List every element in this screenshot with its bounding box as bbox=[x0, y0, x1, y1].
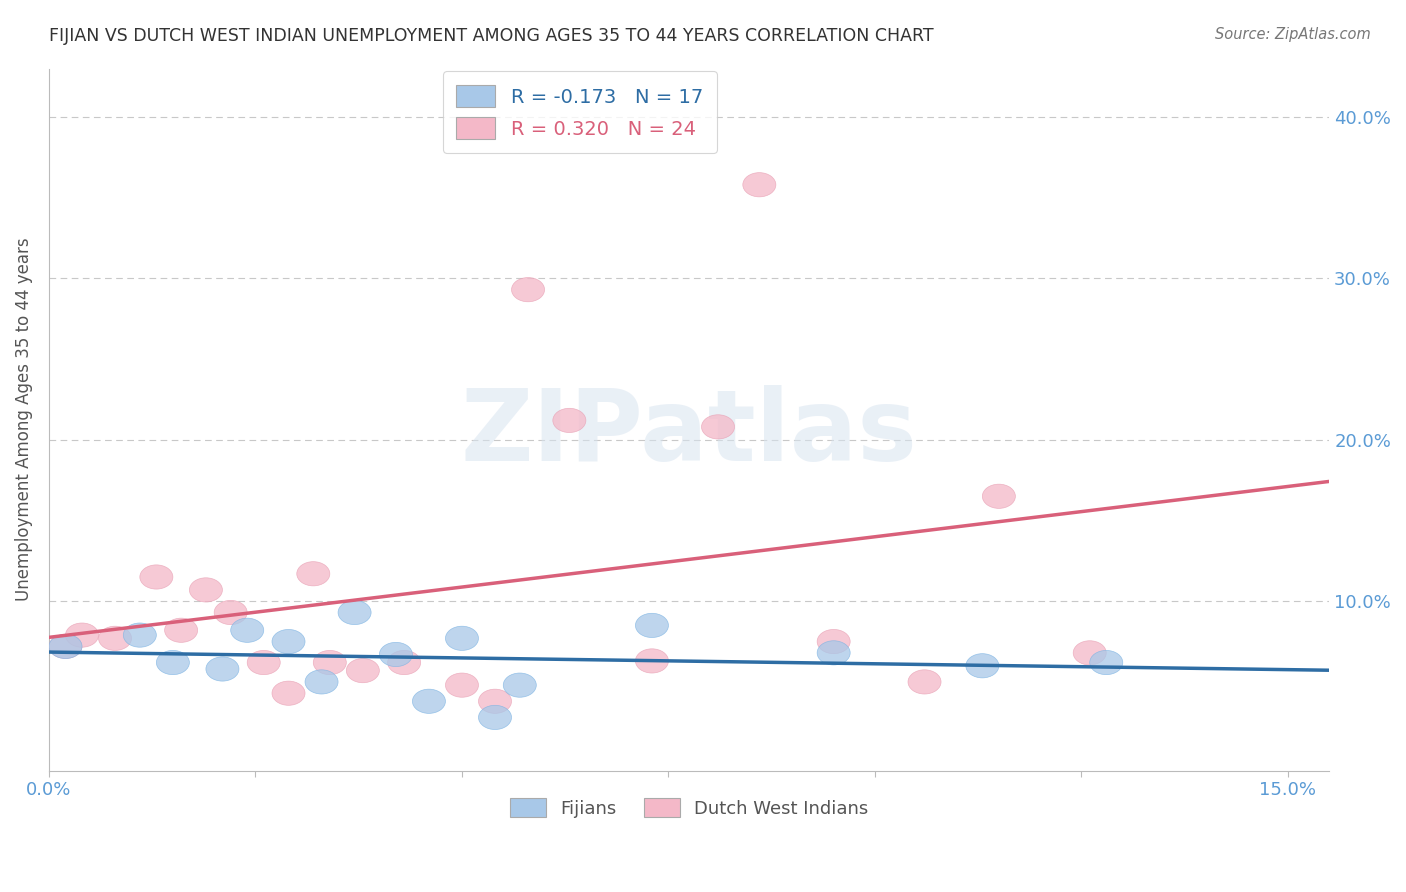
Text: Source: ZipAtlas.com: Source: ZipAtlas.com bbox=[1215, 27, 1371, 42]
Ellipse shape bbox=[478, 690, 512, 714]
Ellipse shape bbox=[205, 657, 239, 681]
Text: ZIPatlas: ZIPatlas bbox=[461, 385, 918, 483]
Legend: Fijians, Dutch West Indians: Fijians, Dutch West Indians bbox=[502, 791, 876, 825]
Ellipse shape bbox=[817, 630, 851, 654]
Ellipse shape bbox=[503, 673, 536, 698]
Ellipse shape bbox=[412, 690, 446, 714]
Ellipse shape bbox=[446, 626, 478, 650]
Ellipse shape bbox=[297, 562, 330, 586]
Y-axis label: Unemployment Among Ages 35 to 44 years: Unemployment Among Ages 35 to 44 years bbox=[15, 238, 32, 601]
Ellipse shape bbox=[98, 626, 132, 650]
Ellipse shape bbox=[478, 706, 512, 730]
Ellipse shape bbox=[817, 640, 851, 665]
Ellipse shape bbox=[908, 670, 941, 694]
Ellipse shape bbox=[380, 642, 412, 666]
Ellipse shape bbox=[446, 673, 478, 698]
Ellipse shape bbox=[231, 618, 264, 642]
Ellipse shape bbox=[124, 623, 156, 648]
Ellipse shape bbox=[388, 650, 420, 674]
Ellipse shape bbox=[271, 681, 305, 706]
Ellipse shape bbox=[983, 484, 1015, 508]
Ellipse shape bbox=[512, 277, 544, 301]
Ellipse shape bbox=[247, 650, 280, 674]
Ellipse shape bbox=[305, 670, 337, 694]
Ellipse shape bbox=[139, 565, 173, 589]
Ellipse shape bbox=[314, 650, 346, 674]
Ellipse shape bbox=[49, 634, 82, 658]
Ellipse shape bbox=[190, 578, 222, 602]
Ellipse shape bbox=[636, 614, 668, 638]
Ellipse shape bbox=[966, 654, 998, 678]
Ellipse shape bbox=[165, 618, 198, 642]
Ellipse shape bbox=[337, 600, 371, 624]
Ellipse shape bbox=[636, 648, 668, 673]
Ellipse shape bbox=[553, 409, 586, 433]
Ellipse shape bbox=[702, 415, 734, 439]
Ellipse shape bbox=[1090, 650, 1123, 674]
Ellipse shape bbox=[1073, 640, 1107, 665]
Ellipse shape bbox=[346, 658, 380, 682]
Ellipse shape bbox=[742, 173, 776, 197]
Ellipse shape bbox=[49, 634, 82, 658]
Ellipse shape bbox=[271, 630, 305, 654]
Text: FIJIAN VS DUTCH WEST INDIAN UNEMPLOYMENT AMONG AGES 35 TO 44 YEARS CORRELATION C: FIJIAN VS DUTCH WEST INDIAN UNEMPLOYMENT… bbox=[49, 27, 934, 45]
Ellipse shape bbox=[214, 600, 247, 624]
Ellipse shape bbox=[66, 623, 98, 648]
Ellipse shape bbox=[156, 650, 190, 674]
